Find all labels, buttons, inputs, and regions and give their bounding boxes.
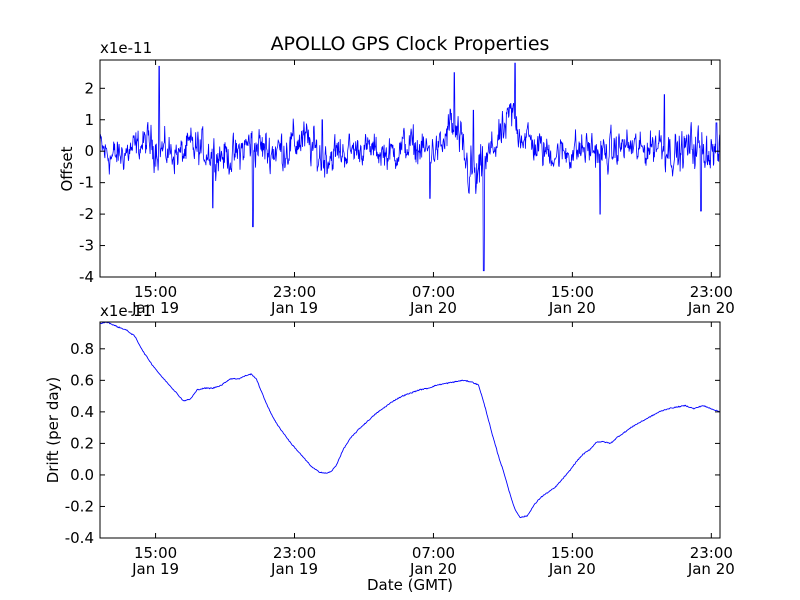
offset-ytick-label: 0 bbox=[84, 142, 94, 160]
offset-xtick-label-date: Jan 20 bbox=[409, 299, 457, 317]
drift-xtick-label-time: 07:00 bbox=[412, 544, 455, 562]
offset-ytick-label: 1 bbox=[84, 111, 94, 129]
offset-xtick-label-date: Jan 20 bbox=[687, 299, 735, 317]
offset-xtick-label-time: 23:00 bbox=[690, 283, 733, 301]
offset-xtick-label-date: Jan 19 bbox=[131, 299, 179, 317]
offset-axes-frame bbox=[99, 59, 721, 278]
offset-xtick-label-time: 23:00 bbox=[273, 283, 316, 301]
offset-ytick-label: -3 bbox=[79, 237, 94, 255]
drift-ytick-label: 0.8 bbox=[70, 340, 94, 358]
chart-title: APOLLO GPS Clock Properties bbox=[271, 33, 550, 55]
drift-ytick-label: 0.0 bbox=[70, 466, 94, 484]
offset-xtick-label-date: Jan 19 bbox=[270, 299, 318, 317]
drift-exponent-label: x1e-11 bbox=[100, 302, 152, 320]
drift-ytick-label: 0.6 bbox=[70, 371, 94, 389]
drift-ytick-label: -0.4 bbox=[65, 529, 94, 547]
drift-xtick-label-time: 23:00 bbox=[273, 544, 316, 562]
offset-ytick-label: -1 bbox=[79, 174, 94, 192]
offset-xtick-label-time: 07:00 bbox=[412, 283, 455, 301]
drift-xtick-label-date: Jan 20 bbox=[548, 560, 596, 578]
drift-ytick-label: 0.2 bbox=[70, 434, 94, 452]
offset-series-line bbox=[100, 62, 720, 272]
drift-xtick-label-date: Jan 19 bbox=[131, 560, 179, 578]
drift-ylabel: Drift (per day) bbox=[44, 377, 62, 484]
offset-ytick-label: 2 bbox=[84, 79, 94, 97]
drift-ytick-label: 0.4 bbox=[70, 403, 94, 421]
drift-xtick-label-date: Jan 20 bbox=[687, 560, 735, 578]
offset-xtick-label-time: 15:00 bbox=[551, 283, 594, 301]
drift-panel: x1e-11 Drift (per day) -0.4 -0.2 0.0 0.2 0.4… bbox=[44, 302, 735, 578]
drift-series-line bbox=[100, 322, 720, 519]
drift-ytick-label: -0.2 bbox=[65, 497, 94, 515]
drift-xtick-label-date: Jan 19 bbox=[270, 560, 318, 578]
drift-xtick-label-time: 15:00 bbox=[551, 544, 594, 562]
drift-plot-area bbox=[100, 322, 720, 519]
drift-xtick-label-date: Jan 20 bbox=[409, 560, 457, 578]
offset-yticks: -4 -3 -2 -1 0 1 2 bbox=[79, 79, 720, 286]
offset-plot-area bbox=[100, 62, 720, 272]
offset-ytick-label: -4 bbox=[79, 268, 94, 286]
drift-xtick-label-time: 15:00 bbox=[134, 544, 177, 562]
offset-ytick-label: -2 bbox=[79, 205, 94, 223]
offset-xtick-label-date: Jan 20 bbox=[548, 299, 596, 317]
offset-xtick-label-time: 15:00 bbox=[134, 283, 177, 301]
drift-axes-frame bbox=[99, 321, 721, 539]
offset-exponent-label: x1e-11 bbox=[100, 39, 152, 57]
x-axis-label: Date (GMT) bbox=[367, 576, 453, 594]
drift-xtick-label-time: 23:00 bbox=[690, 544, 733, 562]
offset-ylabel: Offset bbox=[58, 146, 76, 191]
drift-yticks: -0.4 -0.2 0.0 0.2 0.4 0.6 0.8 bbox=[65, 340, 720, 547]
